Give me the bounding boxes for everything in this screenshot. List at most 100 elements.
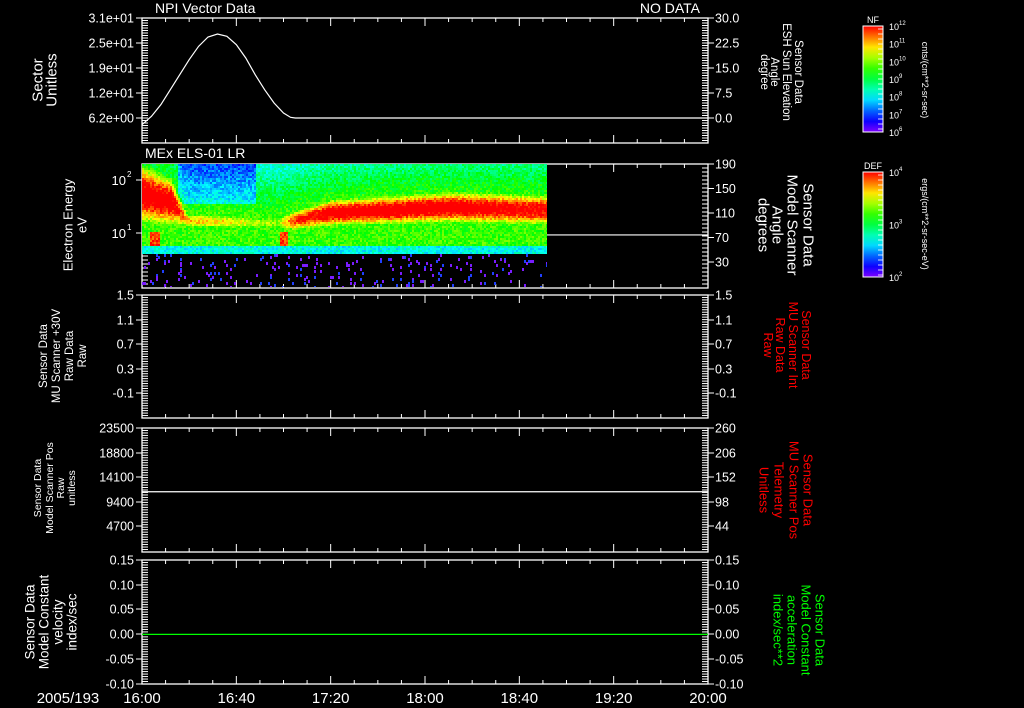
colorbar-tick-label: 10: [889, 168, 899, 178]
y-tick-exponent: 1: [127, 223, 132, 232]
y-tick-label-right: -0.10: [715, 678, 744, 692]
colorbar-tick-exponent: 8: [899, 92, 903, 98]
y-tick-label-right: 152: [715, 471, 736, 485]
y-tick-label: 4700: [106, 520, 134, 534]
y-axis-title-right: Angle: [768, 57, 780, 86]
y-axis-title-left: Sector: [30, 58, 47, 101]
y-tick-label: -0.05: [106, 653, 135, 667]
y-tick-label-right: 0.10: [715, 579, 739, 593]
y-axis-title-right: Angle: [769, 206, 786, 244]
y-tick-label-right: 1.1: [715, 314, 732, 328]
date-label: 2005/193: [37, 690, 100, 707]
y-tick-label: 1.1: [117, 314, 134, 328]
y-tick-label-right: 22.5: [715, 37, 739, 51]
y-axis-title-left: velocity: [51, 599, 66, 644]
y-tick-label-right: 0.05: [715, 603, 739, 617]
colorbar-tick-label: 10: [889, 128, 899, 138]
y-axis-title-left: Raw: [77, 344, 89, 368]
y-axis-title-left: Model Constant: [37, 574, 52, 669]
colorbar-tick-exponent: 10: [899, 56, 906, 62]
colorbar-tick-label: 10: [889, 40, 899, 50]
y-axis-title-right: Telemetry: [772, 462, 787, 519]
y-axis-title-right: MU Scanner Int: [786, 302, 800, 389]
y-axis-title-left: Sensor Data: [32, 459, 44, 518]
y-tick-label: 1.9e+01: [88, 62, 134, 76]
panel-frame: [141, 427, 709, 553]
y-tick-label-right: -0.1: [715, 387, 737, 401]
electron-spectrogram: [142, 164, 547, 287]
y-tick-label-right: 260: [715, 422, 736, 436]
y-tick-label: 0.15: [110, 554, 134, 568]
colorbar-tick-label: 10: [889, 273, 899, 283]
colorbar-tick-exponent: 4: [899, 167, 903, 173]
y-axis-title-left: Raw: [55, 477, 67, 498]
def-colorbar: [862, 171, 884, 278]
y-axis-title-right: MU Scanner Pos: [787, 441, 802, 540]
colorbar-tick-exponent: 2: [899, 272, 903, 278]
y-axis-title-left: Electron Energy: [61, 178, 76, 271]
x-tick-label: 16:40: [218, 690, 256, 707]
y-axis-title-right: degrees: [755, 198, 772, 252]
colorbar-tick-exponent: 6: [899, 127, 903, 133]
y-tick-label: 0.00: [110, 628, 134, 642]
y-tick-label-right: 150: [715, 182, 736, 196]
y-axis-title-right: Sensor Data: [792, 40, 804, 105]
y-tick-exponent: 2: [127, 170, 132, 179]
colorbar-tick-label: 10: [889, 221, 899, 231]
colorbar-tick-exponent: 9: [899, 74, 903, 80]
colorbar-tick-label: 10: [889, 57, 899, 67]
x-tick-label: 20:00: [689, 690, 727, 707]
y-axis-title-right: Sensor Data: [799, 310, 813, 380]
colorbar-tick-exponent: 12: [899, 21, 906, 27]
y-tick-label: 1.5: [117, 289, 134, 303]
y-axis-title-right: Raw Data: [773, 318, 787, 373]
y-tick-label-right: 7.5: [715, 87, 732, 101]
y-tick-label-right: 0.15: [715, 554, 739, 568]
y-axis-title-right: Unitless: [757, 467, 772, 514]
colorbar-tick-exponent: 7: [899, 109, 903, 115]
colorbar-tick-exponent: 11: [899, 39, 906, 45]
colorbar-tick-label: 10: [889, 22, 899, 32]
y-tick-label-right: 70: [715, 231, 729, 245]
y-tick-label-right: 44: [715, 520, 729, 534]
y-axis-title-right: Sensor Data: [801, 454, 816, 527]
y-tick-label: 1.2e+01: [88, 87, 134, 101]
y-tick-label-right: 30: [715, 256, 729, 270]
y-axis-title-right: Model Scanner: [784, 175, 801, 276]
y-axis-title-left: Sensor Data: [38, 323, 50, 388]
y-tick-label: 0.7: [117, 338, 134, 352]
y-tick-label-right: 0.00: [715, 628, 739, 642]
x-tick-label: 18:40: [501, 690, 539, 707]
y-axis-title-left: Unitless: [44, 53, 61, 106]
y-tick-label: 18800: [99, 447, 134, 461]
colorbar-units: cnts/(cm**2-sr-sec): [920, 42, 930, 119]
y-axis-title-left: MU Scanner +30V: [51, 309, 63, 404]
colorbar-label: DEF: [864, 161, 883, 171]
colorbar-units: ergs/(cm**2-sr-sec-eV): [920, 178, 930, 270]
y-tick-label-right: 190: [715, 158, 736, 172]
y-axis-title-right: degree: [758, 54, 770, 90]
y-tick-label: 14100: [99, 471, 134, 485]
y-tick-label: 2.5e+01: [88, 37, 134, 51]
y-tick-label: 10: [112, 226, 126, 241]
y-axis-title-left: index/sec: [65, 593, 80, 650]
x-tick-label: 18:00: [406, 690, 444, 707]
y-axis-title-left: Raw Data: [64, 330, 76, 381]
y-tick-label-right: 110: [715, 207, 735, 221]
y-tick-label-right: -0.05: [715, 653, 744, 667]
y-axis-title-right: Model Constant: [799, 584, 814, 675]
y-tick-label: 0.10: [110, 579, 134, 593]
y-axis-title-left: eV: [75, 217, 90, 233]
x-tick-label: 16:00: [123, 690, 161, 707]
y-tick-label: 0.3: [117, 363, 134, 377]
y-axis-title-right: Sensor Data: [813, 594, 828, 667]
colorbar-tick-label: 10: [889, 93, 899, 103]
y-tick-label: 9400: [106, 496, 134, 510]
panel-frame: [141, 559, 709, 685]
y-tick-label: -0.1: [112, 387, 134, 401]
y-tick-label-right: 15.0: [715, 62, 739, 76]
y-tick-label: 6.2e+00: [88, 112, 134, 126]
y-axis-title-left: unitless: [66, 470, 78, 506]
colorbar-tick-exponent: 3: [899, 220, 903, 226]
